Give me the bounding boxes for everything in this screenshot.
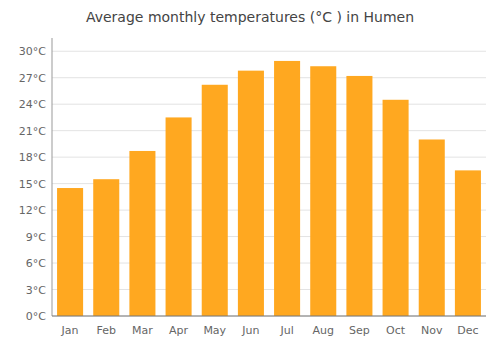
y-tick-label: 3°C — [26, 284, 46, 297]
x-tick-label: Oct — [386, 324, 406, 337]
grid — [52, 51, 486, 316]
bar — [310, 66, 336, 316]
bar — [166, 117, 192, 316]
y-tick-label: 18°C — [19, 151, 46, 164]
y-axis-line — [52, 38, 53, 316]
y-tick-label: 12°C — [19, 204, 46, 217]
x-tick-label: Nov — [421, 324, 443, 337]
x-tick-label: Feb — [97, 324, 116, 337]
y-tick-label: 24°C — [19, 98, 46, 111]
x-tick-label: Dec — [457, 324, 478, 337]
y-tick-label: 27°C — [19, 72, 46, 85]
bar — [202, 85, 228, 316]
bar — [419, 139, 445, 316]
grid-line — [52, 51, 486, 52]
y-tick-label: 6°C — [26, 257, 46, 270]
chart: Average monthly temperatures (°C ) in Hu… — [0, 0, 500, 350]
title: Average monthly temperatures (°C ) in Hu… — [86, 9, 414, 25]
x-tick-label: Mar — [132, 324, 153, 337]
x-axis-line — [52, 316, 486, 317]
bar — [455, 170, 481, 316]
x-tick-label: Apr — [169, 324, 189, 337]
bar — [346, 76, 372, 316]
y-tick-label: 30°C — [19, 45, 46, 58]
bars — [57, 61, 481, 316]
x-tick-label: Jan — [61, 324, 79, 337]
bar — [274, 61, 300, 316]
grid-line — [52, 104, 486, 105]
bar — [238, 71, 264, 316]
bar — [93, 179, 119, 316]
x-tick-label: Sep — [349, 324, 370, 337]
grid-line — [52, 77, 486, 78]
y-tick-label: 21°C — [19, 125, 46, 138]
y-tick-label: 15°C — [19, 178, 46, 191]
bar — [57, 188, 83, 316]
y-tick-label: 9°C — [26, 231, 46, 244]
y-tick-label: 0°C — [26, 310, 46, 323]
grid-line — [52, 130, 486, 131]
grid-line — [52, 316, 486, 317]
bar — [129, 151, 155, 316]
x-tick-label: Jun — [241, 324, 259, 337]
x-tick-label: May — [203, 324, 226, 337]
bar — [383, 100, 409, 316]
x-tick-label: Jul — [279, 324, 293, 337]
x-tick-label: Aug — [313, 324, 334, 337]
